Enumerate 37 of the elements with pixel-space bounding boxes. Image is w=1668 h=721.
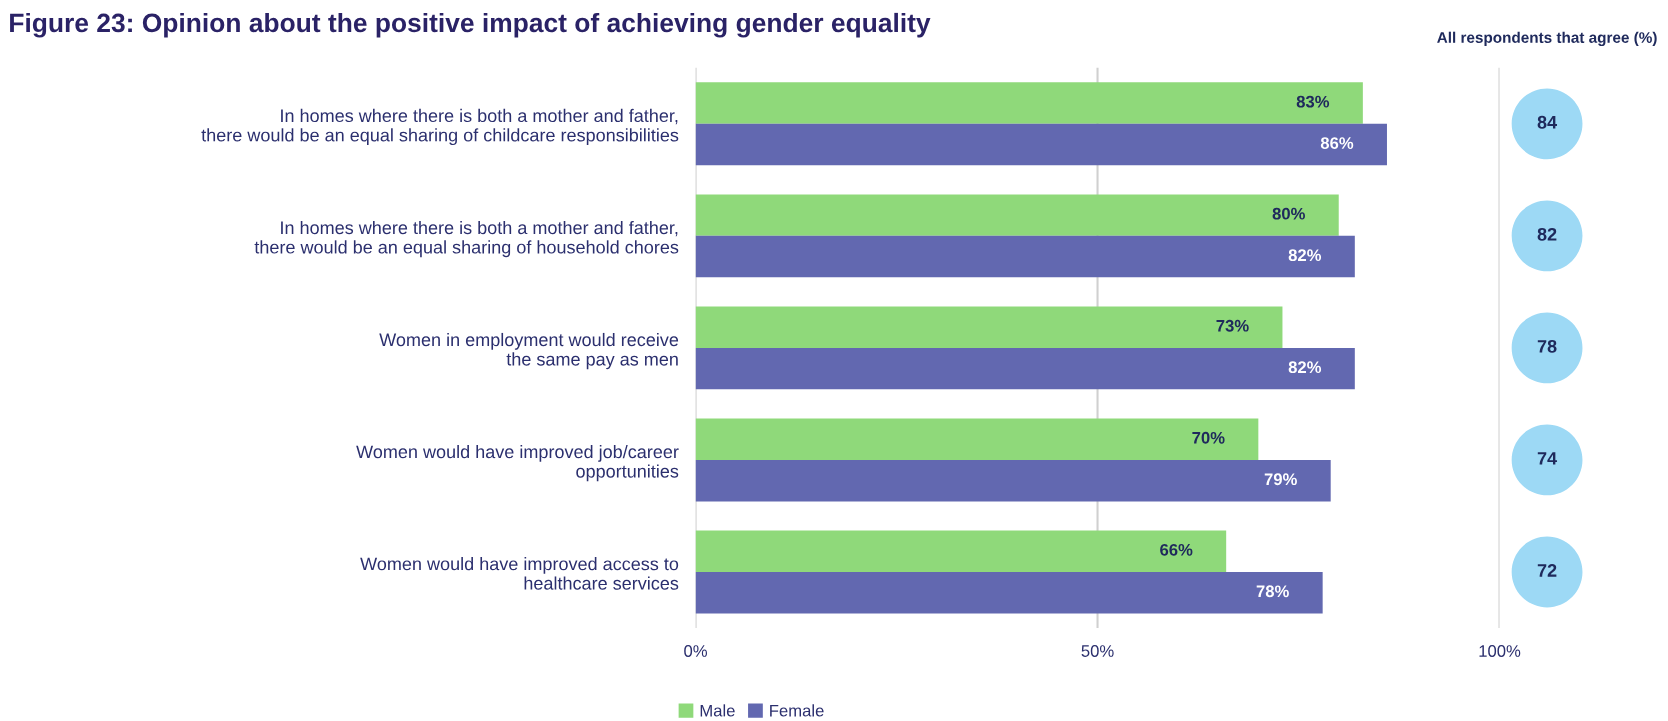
- y-tick-label: Women would have improved access to healthcare services: [360, 557, 679, 590]
- bar: [695, 306, 1283, 348]
- data-label: 72: [1537, 564, 1557, 577]
- legend-label: Female: [770, 704, 824, 717]
- data-label: 79%: [1264, 473, 1297, 486]
- y-tick-label: In homes where there is both a mother and father, there would be an equal sharing of household chores: [254, 220, 679, 258]
- bar: [695, 235, 1355, 278]
- bar: [695, 571, 1323, 614]
- x-tick-label: 0%: [684, 645, 708, 657]
- bar: [695, 347, 1355, 390]
- data-label: 83%: [1296, 95, 1330, 108]
- data-label: 86%: [1320, 137, 1354, 149]
- legend-label: Male: [700, 704, 735, 717]
- data-label: 66%: [1160, 543, 1193, 556]
- data-label: 70%: [1192, 431, 1225, 444]
- data-label: 74: [1537, 452, 1558, 465]
- text: Figure 23: Opinion about the positive impact of achieving gender equality: [10, 12, 931, 38]
- data-label: 84: [1537, 115, 1558, 129]
- y-tick-label: Women would have improved job/career opportunities: [356, 444, 679, 482]
- bar: [695, 82, 1363, 124]
- data-label: 78: [1537, 339, 1557, 353]
- data-label: 80%: [1272, 207, 1305, 220]
- bar: [695, 459, 1331, 502]
- x-tick-label: 50%: [1081, 645, 1114, 657]
- bar: [695, 530, 1227, 572]
- bar: [695, 194, 1339, 236]
- y-tick-label: In homes where there is both a mother and father, there would be an equal sharing of childcare responsibilities: [201, 108, 679, 146]
- data-label: 82%: [1288, 361, 1322, 374]
- data-label: 82: [1537, 227, 1557, 241]
- bar: [695, 418, 1259, 460]
- data-label: 78%: [1256, 585, 1289, 598]
- x-tick-label: 100%: [1479, 645, 1521, 657]
- text: All respondents that agree (%): [1437, 31, 1657, 47]
- bar: [695, 123, 1387, 166]
- y-tick-label: Women in employment would receive the same pay as men: [379, 332, 679, 370]
- data-label: 73%: [1216, 319, 1249, 332]
- data-label: 82%: [1288, 249, 1322, 262]
